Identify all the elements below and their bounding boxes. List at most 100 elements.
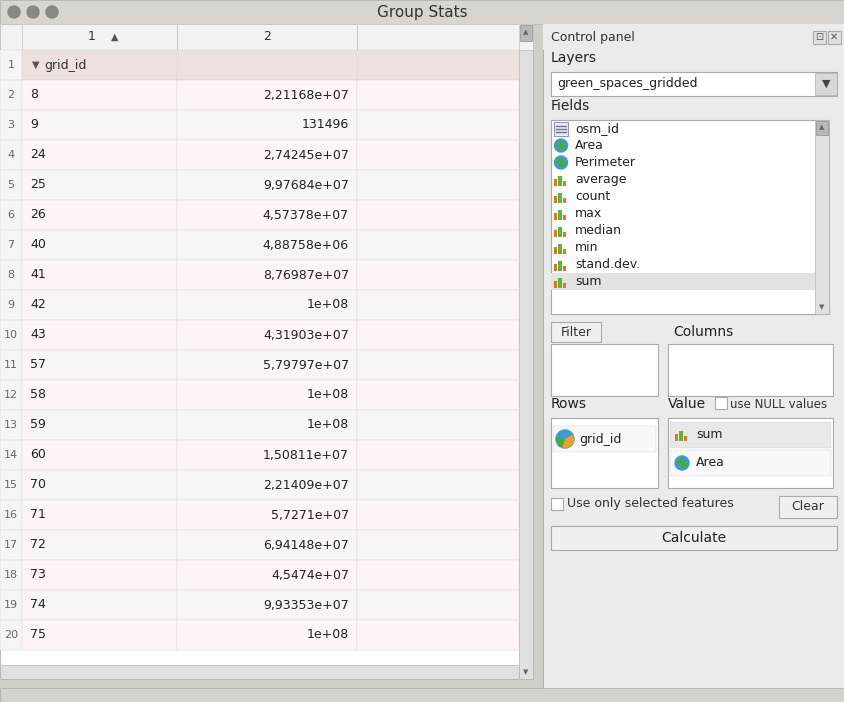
Bar — [356, 80, 518, 110]
Bar — [22, 80, 176, 110]
Bar — [550, 526, 836, 550]
Bar — [22, 200, 176, 230]
Bar — [356, 140, 518, 170]
Bar — [356, 50, 518, 80]
Bar — [674, 434, 678, 441]
Bar — [22, 50, 176, 80]
Text: ▼: ▼ — [820, 79, 830, 89]
Bar — [22, 620, 176, 650]
Text: sum: sum — [695, 428, 722, 442]
Circle shape — [27, 6, 39, 18]
Text: Calculate: Calculate — [661, 531, 726, 545]
Bar — [0, 170, 22, 200]
Text: 11: 11 — [4, 360, 18, 370]
Bar — [550, 418, 657, 488]
Bar — [554, 230, 557, 237]
Text: count: count — [574, 190, 609, 203]
Text: ⊡: ⊡ — [814, 32, 822, 42]
Bar — [176, 350, 356, 380]
Bar — [0, 50, 22, 80]
Text: Control panel: Control panel — [550, 30, 634, 44]
Text: ▼: ▼ — [32, 60, 40, 70]
Bar — [22, 230, 176, 260]
Text: 3: 3 — [8, 120, 14, 130]
Bar — [554, 263, 557, 270]
Wedge shape — [561, 435, 573, 448]
Bar — [558, 176, 561, 185]
Bar — [543, 24, 844, 50]
Text: 10: 10 — [4, 330, 18, 340]
Bar — [176, 560, 356, 590]
Text: Group Stats: Group Stats — [376, 4, 467, 20]
Text: sum: sum — [574, 275, 601, 288]
Bar — [22, 170, 176, 200]
Bar — [176, 260, 356, 290]
Circle shape — [674, 456, 688, 470]
Text: ▲: ▲ — [819, 124, 824, 130]
Text: 9: 9 — [30, 119, 38, 131]
Bar — [22, 350, 176, 380]
Bar — [22, 560, 176, 590]
Bar — [176, 80, 356, 110]
Bar — [562, 232, 565, 237]
Bar — [176, 110, 356, 140]
Circle shape — [560, 162, 565, 166]
Text: 2,21409e+07: 2,21409e+07 — [263, 479, 349, 491]
Text: 17: 17 — [4, 540, 18, 550]
Bar — [0, 380, 22, 410]
Circle shape — [555, 430, 573, 448]
Bar — [0, 500, 22, 530]
Text: 40: 40 — [30, 239, 46, 251]
Bar — [356, 260, 518, 290]
Bar — [22, 290, 176, 320]
Text: green_spaces_gridded: green_spaces_gridded — [556, 77, 696, 91]
Bar — [714, 397, 726, 409]
Bar — [22, 500, 176, 530]
Text: 9: 9 — [8, 300, 14, 310]
Text: median: median — [574, 224, 621, 237]
Bar — [558, 277, 561, 288]
Bar — [550, 120, 828, 314]
Bar — [0, 290, 22, 320]
Bar — [554, 178, 557, 185]
Bar — [562, 265, 565, 270]
Bar — [668, 418, 832, 488]
Text: ✕: ✕ — [829, 32, 837, 42]
Text: 1,50811e+07: 1,50811e+07 — [262, 449, 349, 461]
Bar — [0, 0, 844, 24]
Bar — [22, 530, 176, 560]
Text: 1e+08: 1e+08 — [306, 298, 349, 312]
Bar — [554, 281, 557, 288]
Bar — [827, 31, 840, 44]
Bar — [356, 350, 518, 380]
Bar — [22, 260, 176, 290]
Bar — [0, 350, 22, 380]
Text: 42: 42 — [30, 298, 46, 312]
Text: 73: 73 — [30, 569, 46, 581]
Text: 74: 74 — [30, 599, 46, 611]
Text: grid_id: grid_id — [44, 58, 86, 72]
Text: osm_id: osm_id — [574, 122, 619, 135]
Text: 24: 24 — [30, 149, 46, 161]
Bar — [176, 290, 356, 320]
Bar — [356, 200, 518, 230]
Bar — [176, 230, 356, 260]
Bar — [22, 590, 176, 620]
Text: Fields: Fields — [550, 99, 590, 113]
Bar — [562, 180, 565, 185]
Text: 20: 20 — [4, 630, 18, 640]
Bar — [562, 197, 565, 202]
Bar — [356, 110, 518, 140]
Text: 26: 26 — [30, 208, 46, 222]
Bar — [0, 470, 22, 500]
Text: ▼: ▼ — [522, 669, 528, 675]
Text: 4,57378e+07: 4,57378e+07 — [262, 208, 349, 222]
Circle shape — [8, 6, 20, 18]
Bar — [669, 422, 830, 448]
Bar — [176, 170, 356, 200]
Text: ▼: ▼ — [819, 304, 824, 310]
Text: 72: 72 — [30, 538, 46, 552]
Text: 2,21168e+07: 2,21168e+07 — [263, 88, 349, 102]
Circle shape — [554, 139, 567, 152]
Text: 9,97684e+07: 9,97684e+07 — [262, 178, 349, 192]
